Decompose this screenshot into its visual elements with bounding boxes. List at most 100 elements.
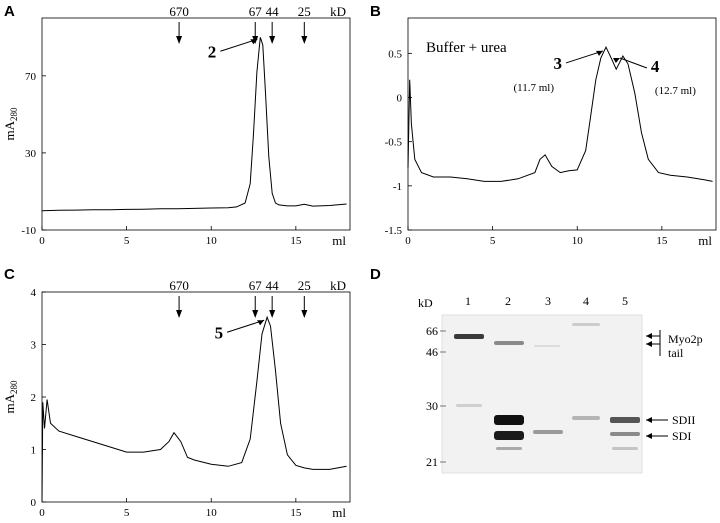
mw-marker-arrowhead <box>301 36 308 44</box>
gel-band <box>572 416 600 420</box>
trace-line <box>41 37 347 212</box>
panel-letter-c: C <box>4 266 15 283</box>
peak-number: 2 <box>208 42 217 61</box>
panel-letter-a: A <box>4 3 15 20</box>
panel-letter-d: D <box>370 266 381 283</box>
mw-marker-arrowhead <box>176 36 183 44</box>
panel-letter-b: B <box>370 3 381 20</box>
x-tick-label: 5 <box>124 507 130 519</box>
y-tick-label: 2 <box>31 392 37 404</box>
gel-lane-label: 3 <box>545 294 551 308</box>
chart-c: 0 1 2 3 4 0 5 10 15 ml mA280 670 67 44 25 kD 5 <box>2 278 351 520</box>
mw-marker-label: 670 <box>169 4 189 19</box>
gel-band <box>494 341 524 345</box>
x-tick-label: 0 <box>405 235 411 247</box>
x-tick-label: 5 <box>490 235 496 247</box>
gel-band <box>610 432 640 436</box>
y-tick-label: -0.5 <box>385 137 403 149</box>
y-tick-label: 70 <box>25 71 37 83</box>
gel-band <box>496 447 522 450</box>
gel-lane-label: 2 <box>505 294 511 308</box>
x-tick-label: 0 <box>39 507 45 519</box>
annotation-arrowhead <box>612 57 620 63</box>
plot-frame <box>407 17 717 231</box>
gel-lane-label: 5 <box>622 294 628 308</box>
annotation-arrowhead <box>596 50 603 56</box>
trace-line <box>407 46 713 182</box>
peak-volume: (11.7 ml) <box>513 82 554 94</box>
y-axis-label: mA280 <box>2 380 19 414</box>
inset-title: Buffer + urea <box>426 40 507 56</box>
gel-label-tail: tail <box>668 346 684 360</box>
gel-arrow-head <box>646 417 652 423</box>
y-tick-label: -1.5 <box>385 225 403 237</box>
gel-lane-label: 4 <box>583 294 589 308</box>
x-tick-label: 10 <box>206 235 218 247</box>
x-axis-label: ml <box>332 233 346 248</box>
annotation-arrow <box>565 50 604 64</box>
gel-arrow-head <box>646 341 652 347</box>
y-tick-label: 1 <box>31 445 37 457</box>
x-tick-label: 15 <box>290 507 302 519</box>
mw-marker-label: 670 <box>169 278 189 293</box>
peak-number: 5 <box>215 323 224 342</box>
trace-line <box>41 315 347 503</box>
gel-arrow-head <box>646 433 652 439</box>
y-tick-label: -1 <box>393 181 402 193</box>
mw-marker-label: 25 <box>298 278 311 293</box>
gel-arrow-head <box>646 333 652 339</box>
gel-marker-label: 21 <box>426 455 438 469</box>
y-axis-label: mA280 <box>2 107 19 141</box>
mw-marker-arrowhead <box>301 310 308 318</box>
gel-label-sdi: SDI <box>672 429 691 443</box>
mw-marker-arrowhead <box>252 310 259 318</box>
gel-band <box>533 430 563 434</box>
peak-number: 4 <box>651 57 660 76</box>
gel-band <box>494 431 524 440</box>
gel-band <box>454 334 484 339</box>
mw-marker-arrowhead <box>176 310 183 318</box>
y-tick-label: -10 <box>21 225 36 237</box>
x-axis-label: ml <box>698 233 712 248</box>
kd-label: kD <box>330 278 346 293</box>
x-tick-label: 5 <box>124 235 130 247</box>
gel-lane-label: 1 <box>465 294 471 308</box>
gel-panel: kD 1 2 3 4 5 66 46 30 21 Myo2p <box>418 294 703 474</box>
plot-frame <box>41 17 351 231</box>
y-tick-label: 4 <box>31 287 37 299</box>
y-tick-label: 3 <box>31 340 37 352</box>
y-tick-label: 30 <box>25 148 37 160</box>
gel-band <box>612 447 638 450</box>
gel-band <box>534 345 560 347</box>
annotation-arrowhead <box>257 320 265 326</box>
x-tick-label: 10 <box>206 507 218 519</box>
mw-marker-label: 44 <box>266 278 280 293</box>
annotation-arrow <box>619 57 648 69</box>
gel-kd-label: kD <box>418 296 433 310</box>
gel-label-myo: Myo2p <box>668 332 703 346</box>
mw-marker-label: 25 <box>298 4 311 19</box>
kd-label: kD <box>330 4 346 19</box>
x-tick-label: 10 <box>572 235 584 247</box>
y-tick-label: 0 <box>31 497 37 509</box>
gel-band <box>572 323 600 326</box>
gel-marker-label: 66 <box>426 324 438 338</box>
gel-band <box>456 404 482 407</box>
peak-volume: (12.7 ml) <box>655 85 696 97</box>
x-tick-label: 15 <box>290 235 302 247</box>
mw-marker-arrowhead <box>269 310 276 318</box>
gel-band <box>494 415 524 425</box>
annotation-arrow <box>226 319 265 333</box>
gel-marker-label: 46 <box>426 345 438 359</box>
x-axis-label: ml <box>332 505 346 520</box>
gel-band <box>610 417 640 423</box>
y-tick-label: 0 <box>397 93 403 105</box>
y-tick-label: 0.5 <box>388 48 402 60</box>
chart-a: -10 30 70 0 5 10 15 ml mA280 670 67 44 25 kD 2 <box>2 4 351 248</box>
x-tick-label: 0 <box>39 235 45 247</box>
mw-marker-label: 67 <box>249 4 263 19</box>
mw-marker-arrowhead <box>269 36 276 44</box>
gel-background <box>441 314 643 474</box>
annotation-arrowhead <box>250 39 258 45</box>
